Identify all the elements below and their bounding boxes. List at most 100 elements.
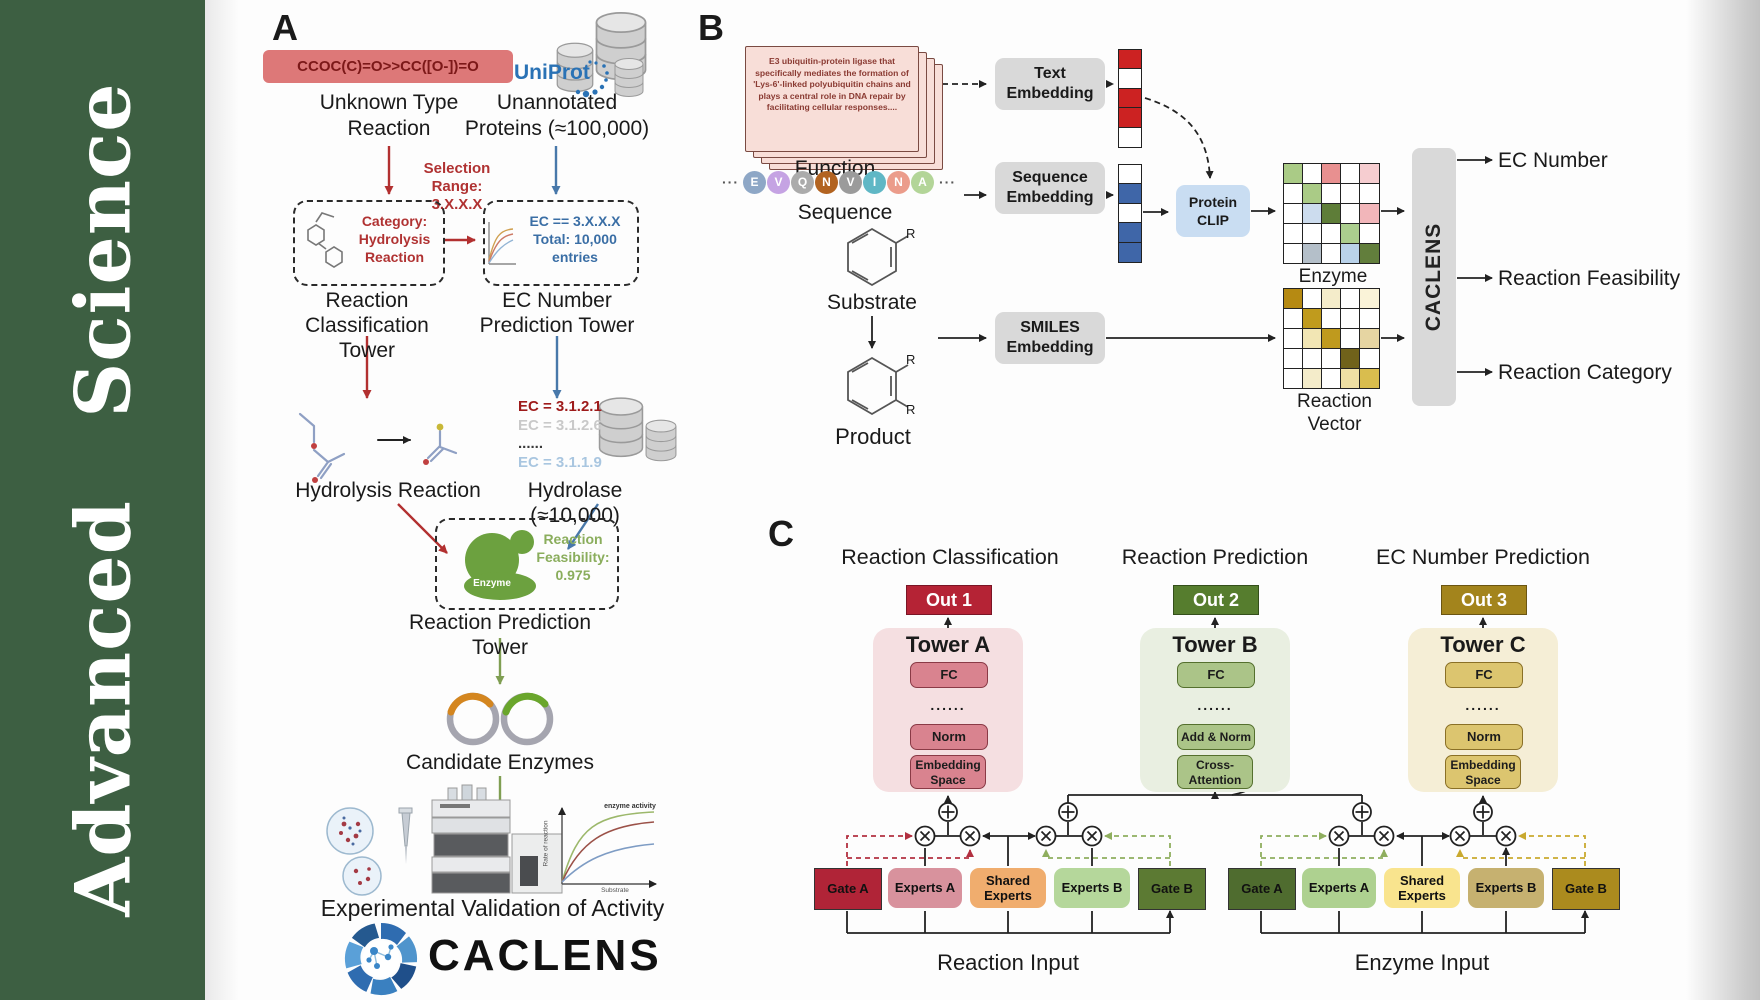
enzyme-gate-a: Gate A xyxy=(1228,868,1296,910)
pipette-icon xyxy=(398,807,413,864)
protein-clip-line-1: Protein xyxy=(1188,194,1238,210)
protein-clip-box: Protein CLIP xyxy=(1176,185,1250,237)
vector-cell xyxy=(1301,242,1323,264)
vector-cell xyxy=(1301,202,1323,224)
vector-cell xyxy=(1301,367,1323,389)
vector-cell xyxy=(1339,367,1361,389)
enzyme-input-label: Enzyme Input xyxy=(1354,950,1490,975)
vector-cell xyxy=(1118,87,1142,109)
vector-cell xyxy=(1358,222,1380,244)
tower-b-title: Tower B xyxy=(1172,632,1258,657)
vector-cell xyxy=(1320,182,1342,204)
vector-cell xyxy=(1118,183,1142,204)
vector-cell xyxy=(1282,307,1304,329)
tower-c-dots: ...... xyxy=(1465,697,1501,713)
sequence-ellipsis-right: ··· xyxy=(939,174,956,190)
unknown-line-2: Reaction xyxy=(347,117,431,140)
vector-cell xyxy=(1118,68,1142,89)
unannotated-line-2: Proteins (≈100,000) xyxy=(464,117,650,140)
unannotated-line-1: Unannotated xyxy=(496,91,618,114)
heading-ec-number-prediction: EC Number Prediction xyxy=(1376,545,1590,569)
vector-cell xyxy=(1339,307,1361,329)
classification-title-line-2: Classification Tower xyxy=(305,314,429,362)
vector-cell xyxy=(1282,327,1304,349)
prediction-tower-title: Reaction Prediction Tower xyxy=(408,611,592,660)
ec-result-line: EC = 3.1.2.6 xyxy=(518,416,602,434)
vector-cell xyxy=(1320,367,1342,389)
vector-cell xyxy=(1358,347,1380,369)
enzyme-gate-b: Gate B xyxy=(1552,868,1620,910)
classification-title-line-1: Reaction xyxy=(325,289,409,312)
residue-Q: Q xyxy=(791,171,814,194)
tower-c-norm: Norm xyxy=(1445,724,1523,750)
vector-cell xyxy=(1118,48,1142,70)
reaction-gate-a: Gate A xyxy=(814,868,882,910)
heading-reaction-prediction: Reaction Prediction xyxy=(1121,545,1309,569)
vector-cell xyxy=(1301,182,1323,204)
vector-cell xyxy=(1118,107,1142,128)
enzyme-experts-b: Experts B xyxy=(1468,868,1544,908)
vector-cell xyxy=(1320,202,1342,224)
journal-title: Advanced Science xyxy=(58,82,148,917)
banner-edge-shadow xyxy=(205,0,239,1000)
residue-N: N xyxy=(887,171,910,194)
tower-b-add-norm: Add & Norm xyxy=(1177,724,1255,750)
vector-cell xyxy=(1282,242,1304,264)
vector-cell xyxy=(1358,327,1380,349)
residue-E: E xyxy=(743,171,766,194)
vector-cell xyxy=(1358,202,1380,224)
vector-cell xyxy=(1118,126,1142,148)
tower-a-title: Tower A xyxy=(905,632,991,657)
ec-result-line: EC = 3.1.1.9 xyxy=(518,453,602,471)
vector-cell xyxy=(1358,182,1380,204)
function-card: E3 ubiquitin-protein ligase that specifi… xyxy=(745,46,919,152)
output-reaction-category: Reaction Category xyxy=(1498,361,1672,384)
vector-cell xyxy=(1282,162,1304,184)
panel-c-label: C xyxy=(768,513,794,554)
reaction-prediction-box xyxy=(435,518,619,610)
product-r-group-1: R xyxy=(906,352,916,367)
category-line-2: Hydrolysis xyxy=(358,231,431,247)
sequence-ellipsis-left: ··· xyxy=(722,174,739,190)
enzyme-icon-label: Enzyme xyxy=(473,578,511,589)
vector-cell xyxy=(1358,287,1380,309)
ec-tower-title: EC Number Prediction Tower xyxy=(467,288,647,338)
protein-clip-line-2: CLIP xyxy=(1197,212,1229,228)
caclens-model-bar: CACLENS xyxy=(1412,148,1456,406)
plot-ylabel: Rate of reaction xyxy=(542,820,550,867)
plasmid-icons xyxy=(446,692,554,746)
sequence-embedding-line-2: Embedding xyxy=(1006,189,1094,206)
classification-tower-title: Reaction Classification Tower xyxy=(287,288,447,363)
tower-a-dots: ...... xyxy=(930,697,966,713)
vector-cell xyxy=(1118,163,1142,185)
ec-filter-line-3: entries xyxy=(552,249,598,265)
text-embedding-box: Text Embedding xyxy=(995,58,1105,110)
hydrolysis-reaction-molecules xyxy=(298,412,458,483)
candidate-enzymes-label: Candidate Enzymes xyxy=(406,751,594,774)
category-line-3: Reaction xyxy=(364,249,425,265)
caclens-wordmark: CACLENS xyxy=(428,931,662,980)
product-label: Product xyxy=(835,424,911,449)
page-edge-gradient xyxy=(1686,0,1760,1000)
vector-cell xyxy=(1301,347,1323,369)
vector-cell xyxy=(1320,347,1342,369)
enzyme-shared-experts: Shared Experts xyxy=(1384,868,1460,908)
vector-cell xyxy=(1358,162,1380,184)
unknown-reaction-label: Unknown Type Reaction xyxy=(299,90,479,142)
ec-title-line-2: Prediction Tower xyxy=(479,314,635,337)
vector-cell xyxy=(1339,222,1361,244)
hydrolase-label: Hydrolase (≈10,000) xyxy=(527,479,623,528)
product-r-group-2: R xyxy=(906,402,916,417)
tower-c-fc: FC xyxy=(1445,662,1523,688)
reaction-experts-a: Experts A xyxy=(888,868,962,908)
smiles-embedding-line-1: SMILES xyxy=(1020,319,1080,336)
ec-result-line: EC = 3.1.2.1 xyxy=(518,398,602,415)
vector-cell xyxy=(1282,287,1304,309)
selection-line-2: Range: xyxy=(431,178,483,195)
category-label: Category: Hydrolysis Reaction xyxy=(352,212,437,266)
ec-result-line: ...... xyxy=(518,435,544,452)
plot-annotation: enzyme activity xyxy=(604,803,656,810)
plot-xlabel: Substrate xyxy=(601,887,629,894)
